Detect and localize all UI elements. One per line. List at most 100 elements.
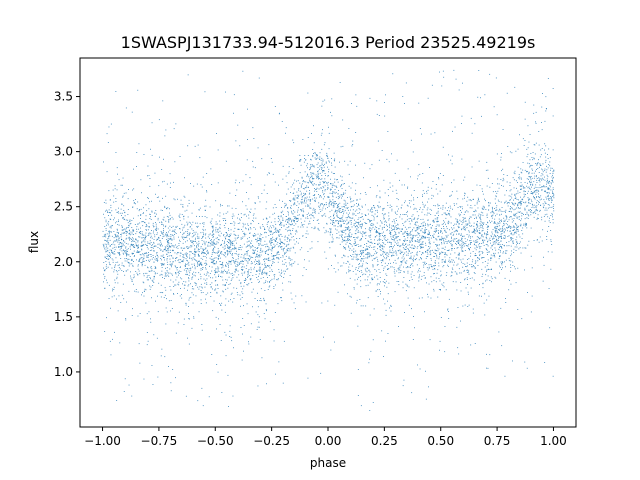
data-point [273,258,275,260]
data-point [186,246,187,248]
data-point [126,255,127,257]
data-point [389,204,391,206]
data-point [137,215,139,217]
data-point [265,309,267,311]
data-point [231,292,233,294]
data-point [225,271,226,272]
data-point [109,246,111,247]
data-point [417,232,419,234]
data-point [120,302,122,303]
data-point [463,218,465,220]
data-point [270,238,272,239]
data-point [425,237,427,238]
data-point [334,189,336,190]
data-point [324,178,326,180]
data-point [106,258,108,259]
data-point [183,318,185,320]
data-point [427,225,429,227]
data-point [536,182,538,183]
data-point [139,236,141,238]
data-point [495,226,497,228]
data-point [423,275,425,276]
data-point [512,203,514,204]
data-point [110,227,112,229]
data-point [217,257,219,259]
data-point [530,153,532,154]
data-point [354,253,356,255]
data-point [193,235,194,237]
data-point [326,188,328,190]
data-point [334,203,336,205]
data-point [346,212,348,214]
data-point [355,132,357,133]
data-point [390,236,392,238]
data-point [146,254,148,256]
data-point [250,269,252,271]
data-point [266,218,268,220]
data-point [227,211,229,213]
data-point [398,326,399,327]
data-point [332,173,334,174]
data-point [128,265,130,267]
data-point [264,251,266,253]
data-point [448,213,450,215]
data-point [531,186,532,188]
data-point [255,228,256,230]
data-point [547,189,549,190]
data-point [356,283,358,285]
data-point [118,179,120,181]
data-point [492,212,494,213]
data-point [151,270,153,272]
data-point [524,140,526,141]
data-point [383,246,385,248]
data-point [115,257,117,259]
data-point [540,178,542,180]
data-point [342,209,343,211]
data-point [132,230,134,232]
data-point [297,217,299,219]
data-point [211,239,212,241]
data-point [152,222,154,224]
data-point [511,237,513,239]
data-point [331,219,333,221]
data-point [122,243,124,245]
data-point [449,214,451,216]
data-point [332,193,334,195]
data-point [139,231,141,233]
data-point [196,235,198,237]
data-point [179,255,181,257]
data-point [127,258,129,260]
data-point [166,258,168,259]
data-point [367,209,369,211]
data-point [355,250,357,252]
data-point [205,298,206,300]
data-point [245,227,246,229]
data-point [122,196,124,198]
data-point [514,215,515,217]
data-point [293,210,294,212]
data-point [311,181,313,183]
data-point [209,245,211,247]
data-point [225,91,226,93]
data-point [517,211,519,213]
data-point [500,235,502,237]
data-point [384,279,386,280]
data-point [542,203,544,205]
data-point [204,234,206,236]
data-point [329,188,331,190]
data-point [143,295,145,297]
data-point [133,261,134,262]
data-point [396,254,398,256]
data-point [211,260,213,262]
data-point [249,279,251,281]
data-point [281,236,283,237]
data-point [139,209,140,210]
data-point [486,233,488,235]
data-point [422,218,424,220]
data-point [513,226,515,227]
data-point [267,249,269,251]
data-point [113,219,114,221]
data-point [440,275,442,277]
data-point [480,219,482,221]
data-point [305,181,307,183]
